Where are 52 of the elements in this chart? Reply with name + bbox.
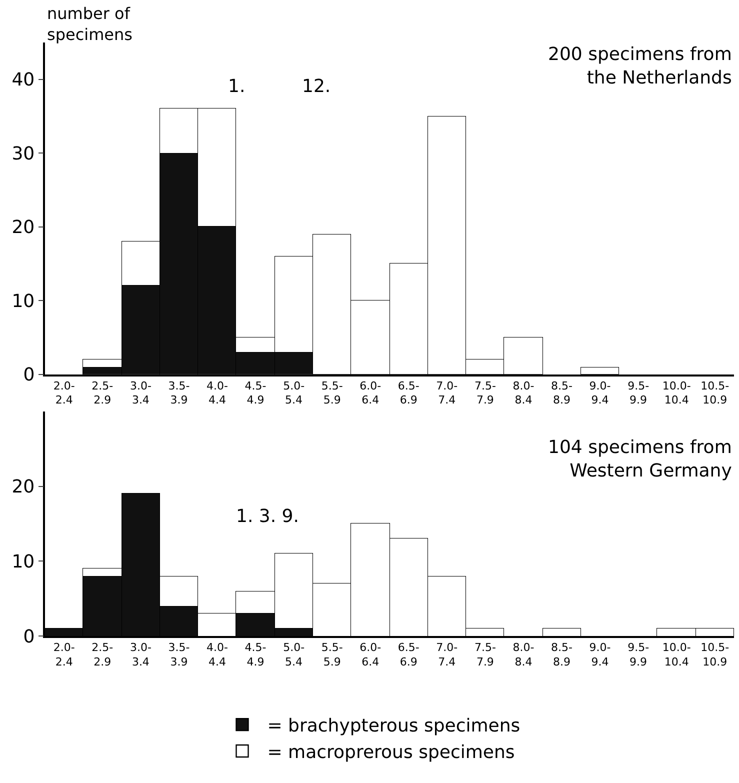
y-axis-title: number of specimens: [47, 4, 132, 44]
x-tick-label: 7.5- 7.9: [474, 641, 496, 668]
text: 104 specimens from Western Germany: [548, 437, 732, 482]
y-tick-label: 10: [12, 552, 35, 573]
text: 200 specimens from the Netherlands: [548, 44, 732, 88]
x-tick-label: 2.5- 2.9: [92, 641, 114, 668]
x-tick-label: 4.5- 4.9: [244, 641, 266, 668]
x-tick-label: 5.5- 5.9: [321, 379, 343, 407]
x-tick-label: 6.0- 6.4: [360, 641, 382, 668]
x-tick-label: 2.0- 2.4: [53, 641, 75, 668]
x-tick-label: 5.0- 5.4: [283, 379, 305, 407]
x-tick-label: 9.5- 9.9: [628, 641, 650, 668]
x-tick-label: 4.0- 4.4: [206, 641, 228, 668]
x-tick-label: 7.0- 7.4: [436, 641, 458, 668]
x-tick-label: 10.5- 10.9: [700, 641, 730, 668]
x-tick-label: 10.5- 10.9: [700, 379, 730, 407]
x-tick-label: 10.0- 10.4: [662, 641, 691, 668]
x-tick-label: 8.5- 8.9: [551, 379, 573, 407]
y-tick-label: 0: [23, 364, 35, 386]
x-tick-label: 6.5- 6.9: [398, 379, 420, 407]
x-tick-label: 10.0- 10.4: [662, 379, 691, 407]
x-tick-label: 3.0- 3.4: [130, 641, 152, 668]
x-tick-label: 4.5- 4.9: [244, 379, 266, 407]
annotation: 12.: [302, 76, 331, 97]
x-tick-label: 3.5- 3.9: [168, 641, 190, 668]
y-tick-label: 40: [12, 70, 35, 91]
annotation: 1.: [228, 76, 246, 97]
legend-label: = macroprerous specimens: [267, 742, 515, 763]
x-tick-label: 8.0- 8.4: [512, 379, 534, 407]
legend-label: = brachypterous specimens: [267, 716, 520, 737]
x-tick-label: 2.5- 2.9: [92, 379, 114, 407]
x-tick-label: 8.5- 8.9: [551, 641, 573, 668]
x-tick-label: 9.0- 9.4: [589, 379, 611, 407]
x-tick-label: 3.5- 3.9: [168, 379, 190, 407]
y-tick-label: 30: [12, 143, 35, 164]
y-tick-label: 0: [23, 626, 35, 648]
x-tick-label: 2.0- 2.4: [53, 379, 75, 407]
x-tick-label: 7.5- 7.9: [474, 379, 496, 407]
x-tick-label: 6.0- 6.4: [360, 379, 382, 407]
x-tick-label: 8.0- 8.4: [512, 641, 534, 668]
x-tick-label: 6.5- 6.9: [398, 641, 420, 668]
x-tick-label: 5.0- 5.4: [283, 641, 305, 668]
x-tick-label: 9.5- 9.9: [628, 379, 650, 407]
x-tick-label: 7.0- 7.4: [436, 379, 458, 407]
x-tick-label: 4.0- 4.4: [206, 379, 228, 407]
y-tick-label: 20: [12, 476, 35, 498]
x-tick-label: 3.0- 3.4: [130, 379, 152, 407]
x-tick-label: 9.0- 9.4: [589, 641, 611, 668]
y-tick-label: 20: [12, 217, 35, 238]
annotation: 1. 3. 9.: [236, 506, 299, 527]
x-tick-label: 5.5- 5.9: [321, 641, 343, 668]
y-tick-label: 10: [12, 290, 35, 312]
